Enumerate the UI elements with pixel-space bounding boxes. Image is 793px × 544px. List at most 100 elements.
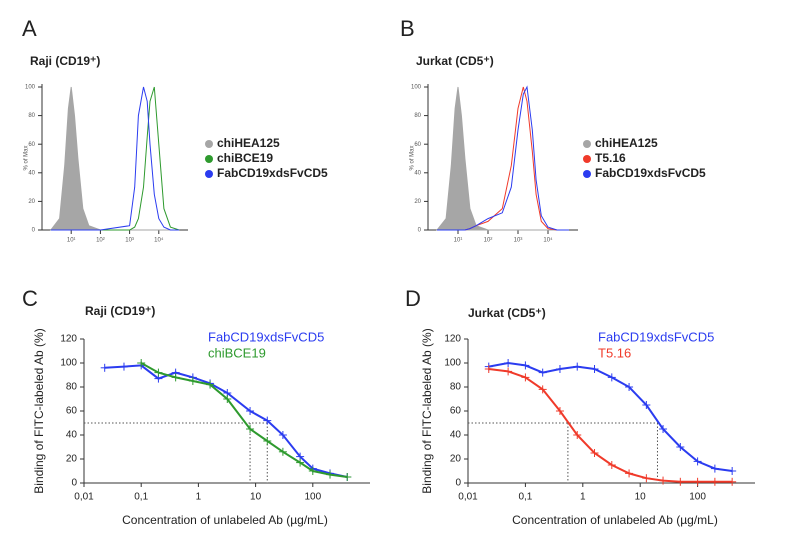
- line: [437, 85, 569, 231]
- panel-letter: B: [400, 16, 415, 41]
- marker: [263, 416, 272, 425]
- x-tick-label: 100: [689, 492, 706, 503]
- marker: [590, 449, 599, 457]
- x-tick-label: 10³: [514, 238, 523, 244]
- x-tick-label: 0,1: [518, 492, 532, 503]
- area: [49, 86, 180, 231]
- y-axis-label: Binding of FITC-labeled Ab (%): [420, 328, 434, 493]
- area: [435, 86, 569, 231]
- marker: [676, 443, 685, 451]
- marker: [555, 407, 564, 415]
- y-tick-label: 120: [60, 334, 77, 345]
- legend-label: FabCD19xdsFvCD5: [217, 166, 328, 180]
- y-tick-label: 40: [28, 170, 35, 176]
- x-tick-label: 1: [580, 492, 586, 503]
- x-axis-label: Concentration of unlabeled Ab (µg/mL): [512, 513, 718, 527]
- x-tick-label: 10²: [96, 238, 105, 244]
- y-tick-label: 100: [25, 85, 36, 91]
- line: [104, 364, 348, 478]
- y-tick-label: 60: [450, 406, 462, 417]
- marker: [573, 431, 582, 439]
- y-tick-label: 0: [418, 228, 422, 234]
- marker: [100, 363, 109, 372]
- x-tick-label: 1: [196, 492, 202, 503]
- legend-label: chiBCE19: [208, 345, 266, 360]
- y-tick-label: 80: [66, 382, 78, 393]
- marker: [263, 437, 272, 445]
- x-tick-label: 10: [250, 492, 262, 503]
- marker: [223, 395, 232, 403]
- y-tick-label: 40: [414, 170, 421, 176]
- legend-label: chiHEA125: [217, 136, 280, 150]
- marker: [607, 373, 616, 382]
- x-tick-label: 10⁴: [154, 237, 164, 244]
- marker: [246, 425, 255, 433]
- y-axis-label: Binding of FITC-labeled Ab (%): [32, 328, 46, 493]
- y-tick-label: 40: [66, 430, 78, 441]
- legend-label: FabCD19xdsFvCD5: [208, 329, 324, 344]
- x-tick-label: 10³: [125, 238, 134, 244]
- legend-label: T5.16: [598, 345, 631, 360]
- marker: [171, 373, 180, 382]
- y-tick-label: 60: [414, 142, 421, 148]
- marker: [659, 476, 668, 485]
- marker: [296, 458, 305, 467]
- legend-label: T5.16: [595, 151, 626, 165]
- x-tick-label: 0,01: [458, 492, 478, 503]
- x-axis-label: Concentration of unlabeled Ab (µg/mL): [122, 513, 328, 527]
- marker: [693, 477, 702, 486]
- marker: [728, 477, 737, 486]
- x-tick-label: 10⁴: [543, 237, 553, 244]
- y-tick-label: 60: [66, 406, 78, 417]
- marker: [538, 385, 547, 394]
- legend-label: chiHEA125: [595, 136, 658, 150]
- x-tick-label: 10²: [484, 238, 493, 244]
- marker: [590, 365, 599, 373]
- chart-title: Raji (CD19⁺): [85, 304, 155, 318]
- panel-letter: D: [405, 286, 421, 311]
- y-tick-label: 0: [455, 478, 461, 489]
- marker: [188, 377, 197, 385]
- marker: [555, 365, 564, 373]
- chart-title: Jurkat (CD5⁺): [468, 306, 546, 320]
- marker: [710, 477, 719, 486]
- legend-label: FabCD19xdsFvCD5: [595, 166, 706, 180]
- chart-title: Raji (CD19⁺): [30, 54, 100, 68]
- chart-title: Jurkat (CD5⁺): [416, 54, 494, 68]
- marker: [538, 368, 547, 377]
- y-tick-label: 60: [28, 142, 35, 148]
- marker: [693, 457, 702, 466]
- x-tick-label: 10¹: [67, 238, 76, 244]
- marker: [728, 467, 737, 475]
- marker: [246, 407, 255, 415]
- y-tick-label: 20: [450, 454, 462, 465]
- x-tick-label: 10: [635, 492, 647, 503]
- marker: [642, 474, 651, 483]
- marker: [710, 464, 719, 473]
- y-tick-label: 80: [450, 382, 462, 393]
- y-tick-label: 0: [32, 228, 36, 234]
- y-axis-label: % of Max: [24, 145, 30, 170]
- y-tick-label: 20: [414, 199, 421, 205]
- legend-swatch: [205, 155, 213, 163]
- y-tick-label: 80: [414, 113, 421, 119]
- legend-label: FabCD19xdsFvCD5: [598, 329, 714, 344]
- marker: [343, 473, 352, 481]
- y-tick-label: 100: [60, 358, 77, 369]
- marker: [278, 431, 287, 439]
- y-tick-label: 120: [444, 334, 461, 345]
- marker: [659, 425, 668, 433]
- marker: [484, 365, 493, 373]
- marker: [154, 368, 163, 377]
- marker: [642, 401, 651, 409]
- legend-swatch: [205, 140, 213, 148]
- x-tick-label: 100: [304, 492, 321, 503]
- marker: [607, 461, 616, 469]
- marker: [625, 469, 634, 478]
- y-tick-label: 100: [411, 85, 422, 91]
- y-tick-label: 100: [444, 358, 461, 369]
- marker: [326, 470, 335, 479]
- panel-letter: C: [22, 286, 38, 311]
- marker: [573, 362, 582, 371]
